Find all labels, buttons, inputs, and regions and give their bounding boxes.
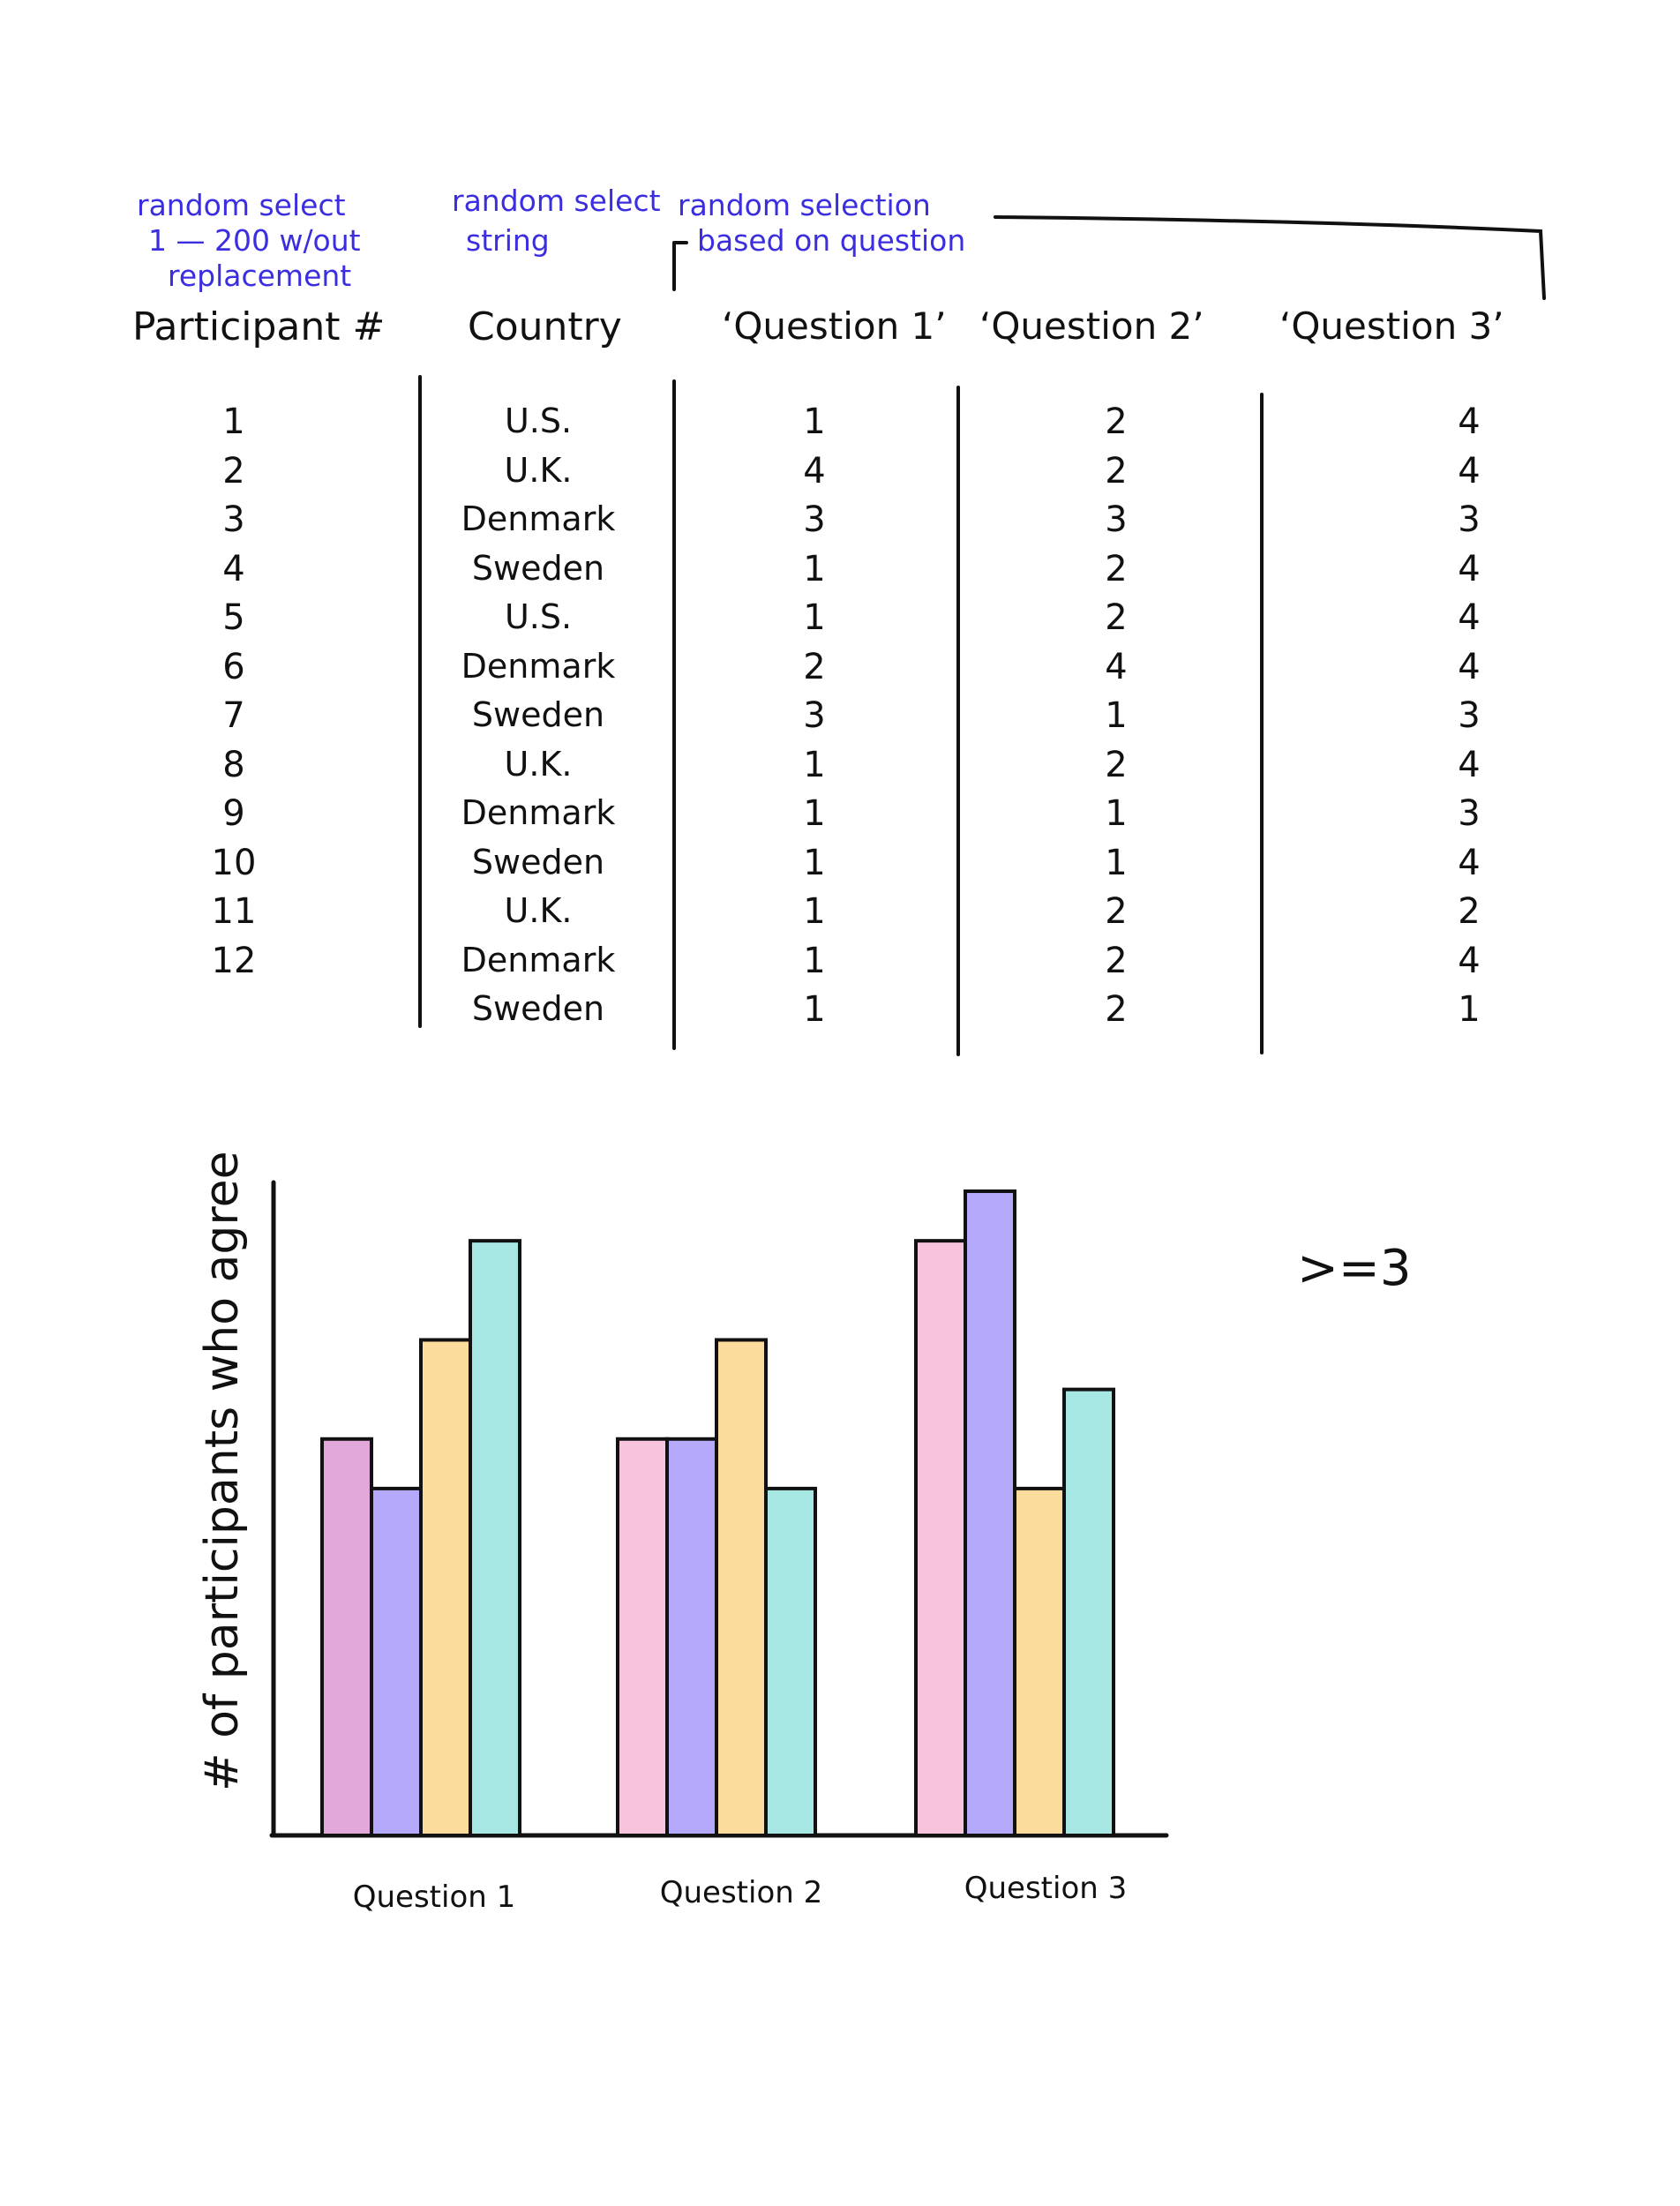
question-1-cell: 3: [803, 695, 826, 736]
participant-number: 1: [222, 401, 245, 442]
x-tick-label: Question 1: [352, 1880, 516, 1915]
question-3-cell: 2: [1458, 891, 1481, 932]
question-3-cell: 4: [1458, 401, 1481, 442]
question-2-cell: 2: [1105, 597, 1128, 638]
country-cell: Sweden: [471, 695, 605, 734]
question-2-cell: 2: [1105, 450, 1128, 491]
participant-number: 9: [222, 793, 245, 834]
participant-number: 8: [222, 744, 245, 785]
column-divider: [956, 386, 960, 1056]
participant-annotation-line-2: 1 — 200 w/out: [148, 223, 361, 258]
bar: [764, 1486, 817, 1837]
question-3-cell: 4: [1458, 842, 1481, 883]
x-tick-label: Question 3: [964, 1871, 1128, 1906]
participant-number: 7: [222, 695, 245, 736]
question-2-cell: 2: [1105, 744, 1128, 785]
participant-number: 12: [211, 940, 257, 981]
country-annotation-line-1: random select: [452, 184, 661, 218]
bar: [320, 1437, 373, 1837]
column-divider: [1260, 393, 1264, 1054]
question-2-cell: 3: [1105, 499, 1128, 540]
question-2-cell: 2: [1105, 940, 1128, 981]
question-1-cell: 1: [803, 842, 826, 883]
question-3-cell: 4: [1458, 450, 1481, 491]
column-divider: [418, 375, 422, 1028]
question-1-cell: 1: [803, 597, 826, 638]
question-2-cell: 4: [1105, 646, 1128, 687]
question-2-cell: 2: [1105, 401, 1128, 442]
question-2-cell: 1: [1105, 842, 1128, 883]
x-tick-label: Question 2: [659, 1875, 823, 1910]
question-1-cell: 1: [803, 793, 826, 834]
question-2-cell: 2: [1105, 891, 1128, 932]
question-2-cell: 2: [1105, 548, 1128, 589]
country-cell: U.K.: [504, 744, 573, 784]
question-3-cell: 4: [1458, 744, 1481, 785]
country-cell: U.K.: [504, 450, 573, 490]
header-question-3: ‘Question 3’: [1279, 304, 1504, 348]
bar: [914, 1239, 967, 1837]
bar: [964, 1189, 1016, 1837]
bar: [616, 1437, 669, 1837]
column-divider: [672, 379, 676, 1050]
question-1-cell: 4: [803, 450, 826, 491]
country-cell: Denmark: [461, 646, 616, 686]
question-3-cell: 1: [1458, 989, 1481, 1030]
question-1-cell: 1: [803, 548, 826, 589]
participant-number: 11: [211, 891, 257, 932]
participant-number: 5: [222, 597, 245, 638]
participant-number: 2: [222, 450, 245, 491]
question-annotation-line-1: random selection: [678, 188, 931, 222]
country-cell: Sweden: [471, 842, 605, 882]
bar: [715, 1338, 768, 1837]
header-country: Country: [468, 304, 622, 349]
header-question-1: ‘Question 1’: [722, 304, 947, 348]
header-question-2: ‘Question 2’: [979, 304, 1204, 348]
question-2-cell: 1: [1105, 695, 1128, 736]
country-annotation-line-2: string: [466, 223, 550, 258]
threshold-note: >=3: [1297, 1240, 1412, 1297]
country-cell: U.K.: [504, 891, 573, 930]
question-2-cell: 1: [1105, 793, 1128, 834]
question-1-cell: 1: [803, 940, 826, 981]
participant-number: 4: [222, 548, 245, 589]
question-3-cell: 4: [1458, 646, 1481, 687]
question-3-cell: 3: [1458, 695, 1481, 736]
bar: [1013, 1486, 1066, 1837]
country-cell: Denmark: [461, 940, 616, 979]
bar: [419, 1338, 472, 1837]
bar: [469, 1239, 521, 1837]
bar-chart: [269, 1180, 1169, 1838]
question-3-cell: 4: [1458, 940, 1481, 981]
participant-annotation-line-1: random select: [137, 188, 346, 222]
question-bracket: [672, 215, 1546, 300]
question-3-cell: 3: [1458, 793, 1481, 834]
participant-number: 10: [211, 842, 257, 883]
question-annotation-line-2: based on question: [697, 223, 966, 258]
question-3-cell: 4: [1458, 597, 1481, 638]
question-2-cell: 2: [1105, 989, 1128, 1030]
header-participant: Participant #: [132, 304, 386, 349]
question-1-cell: 1: [803, 891, 826, 932]
country-cell: U.S.: [504, 401, 573, 440]
participant-annotation-line-3: replacement: [168, 259, 352, 293]
question-3-cell: 3: [1458, 499, 1481, 540]
country-cell: Denmark: [461, 793, 616, 832]
bar: [370, 1486, 423, 1837]
question-1-cell: 2: [803, 646, 826, 687]
country-cell: Sweden: [471, 989, 605, 1028]
country-cell: Denmark: [461, 499, 616, 538]
question-1-cell: 1: [803, 401, 826, 442]
bar: [1062, 1387, 1115, 1837]
participant-number: 3: [222, 499, 245, 540]
question-1-cell: 3: [803, 499, 826, 540]
participant-number: 6: [222, 646, 245, 687]
question-3-cell: 4: [1458, 548, 1481, 589]
question-1-cell: 1: [803, 744, 826, 785]
bar: [665, 1437, 718, 1837]
y-axis-label: # of participants who agree: [196, 1151, 249, 1791]
question-1-cell: 1: [803, 989, 826, 1030]
country-cell: U.S.: [504, 597, 573, 636]
country-cell: Sweden: [471, 548, 605, 588]
